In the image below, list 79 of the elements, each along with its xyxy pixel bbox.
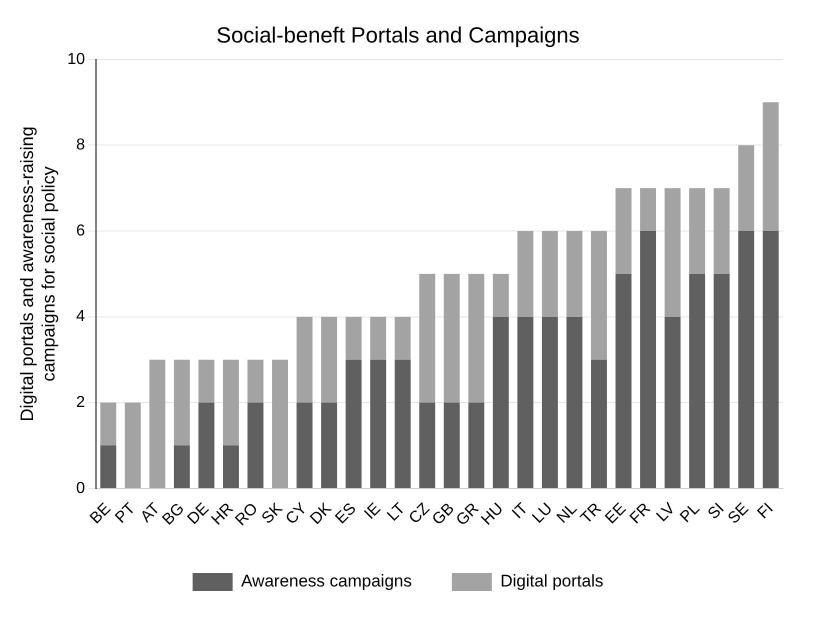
bar: [444, 274, 460, 403]
x-tick-label: RO: [232, 500, 262, 530]
bar: [198, 402, 214, 488]
x-tick-label: FI: [754, 500, 777, 522]
bar: [468, 274, 484, 403]
bar: [566, 231, 582, 317]
bar: [370, 360, 386, 488]
bar: [394, 316, 411, 360]
x-tick-label: LV: [654, 500, 679, 526]
x-tick-label: SI: [704, 500, 728, 523]
bar: [640, 188, 656, 232]
bar: [591, 360, 607, 488]
bar: [149, 360, 166, 488]
bar: [124, 402, 141, 488]
bar: [394, 360, 411, 488]
x-tick-label: SE: [725, 500, 752, 528]
bar: [738, 145, 754, 232]
bar: [640, 231, 656, 488]
bar: [616, 274, 632, 488]
bar: [591, 231, 607, 360]
chart-title: Social-beneft Portals and Campaigns: [216, 22, 580, 48]
bar: [566, 316, 582, 488]
bar: [444, 402, 460, 488]
x-tick-label: TR: [578, 500, 605, 528]
bar: [738, 231, 754, 488]
y-axis-title: Digital portals and awareness-raising campaigns for social policy: [16, 126, 58, 422]
bar: [492, 316, 509, 488]
bar: [321, 316, 338, 403]
y-tick-label: 10: [67, 50, 86, 68]
x-tick-label: LT: [384, 500, 409, 525]
x-tick-label: EE: [602, 500, 630, 528]
bar: [296, 316, 313, 403]
legend-label: Digital portals: [500, 572, 604, 591]
x-tick-label: FR: [626, 500, 654, 528]
bar: [714, 274, 730, 488]
y-tick-label: 0: [76, 480, 86, 497]
y-tick-label: 6: [76, 222, 86, 240]
bar: [248, 402, 264, 488]
x-tick-label: LU: [529, 500, 556, 527]
bar: [346, 316, 362, 360]
bar: [542, 316, 558, 488]
bar: [714, 188, 730, 274]
bar: [346, 360, 362, 488]
bar: [248, 360, 264, 403]
bar: [664, 316, 681, 488]
bar: [689, 188, 706, 274]
bar: [517, 316, 534, 488]
bar: [198, 360, 214, 403]
bar: [174, 360, 190, 446]
bar: [419, 274, 436, 403]
bar: [762, 102, 779, 232]
bar: [174, 446, 190, 488]
bar: [222, 360, 239, 446]
x-tick-label: IE: [361, 500, 384, 523]
x-tick-label: PT: [112, 500, 139, 527]
bar: [100, 402, 116, 446]
bar: [419, 402, 436, 488]
bar: [296, 402, 313, 488]
x-tick-label: IT: [509, 500, 532, 522]
bar: [370, 316, 386, 360]
x-tick-label: BE: [87, 500, 114, 528]
legend-label: Awareness campaigns: [241, 572, 412, 591]
bar: [272, 360, 288, 488]
y-tick-label: 8: [76, 136, 86, 154]
bar: [321, 402, 338, 488]
bar: [517, 231, 534, 317]
bar: [689, 274, 706, 488]
bar: [492, 274, 509, 317]
bar: [762, 231, 779, 488]
y-tick-label: 4: [76, 308, 86, 326]
x-tick-label: PL: [677, 500, 704, 526]
bar: [616, 188, 632, 274]
bar: [468, 402, 484, 488]
bar: [664, 188, 681, 317]
y-tick-label: 2: [76, 394, 86, 412]
bar: [542, 231, 558, 317]
bar: [100, 446, 116, 488]
x-tick-label: NL: [554, 500, 580, 527]
bar: [222, 446, 239, 488]
